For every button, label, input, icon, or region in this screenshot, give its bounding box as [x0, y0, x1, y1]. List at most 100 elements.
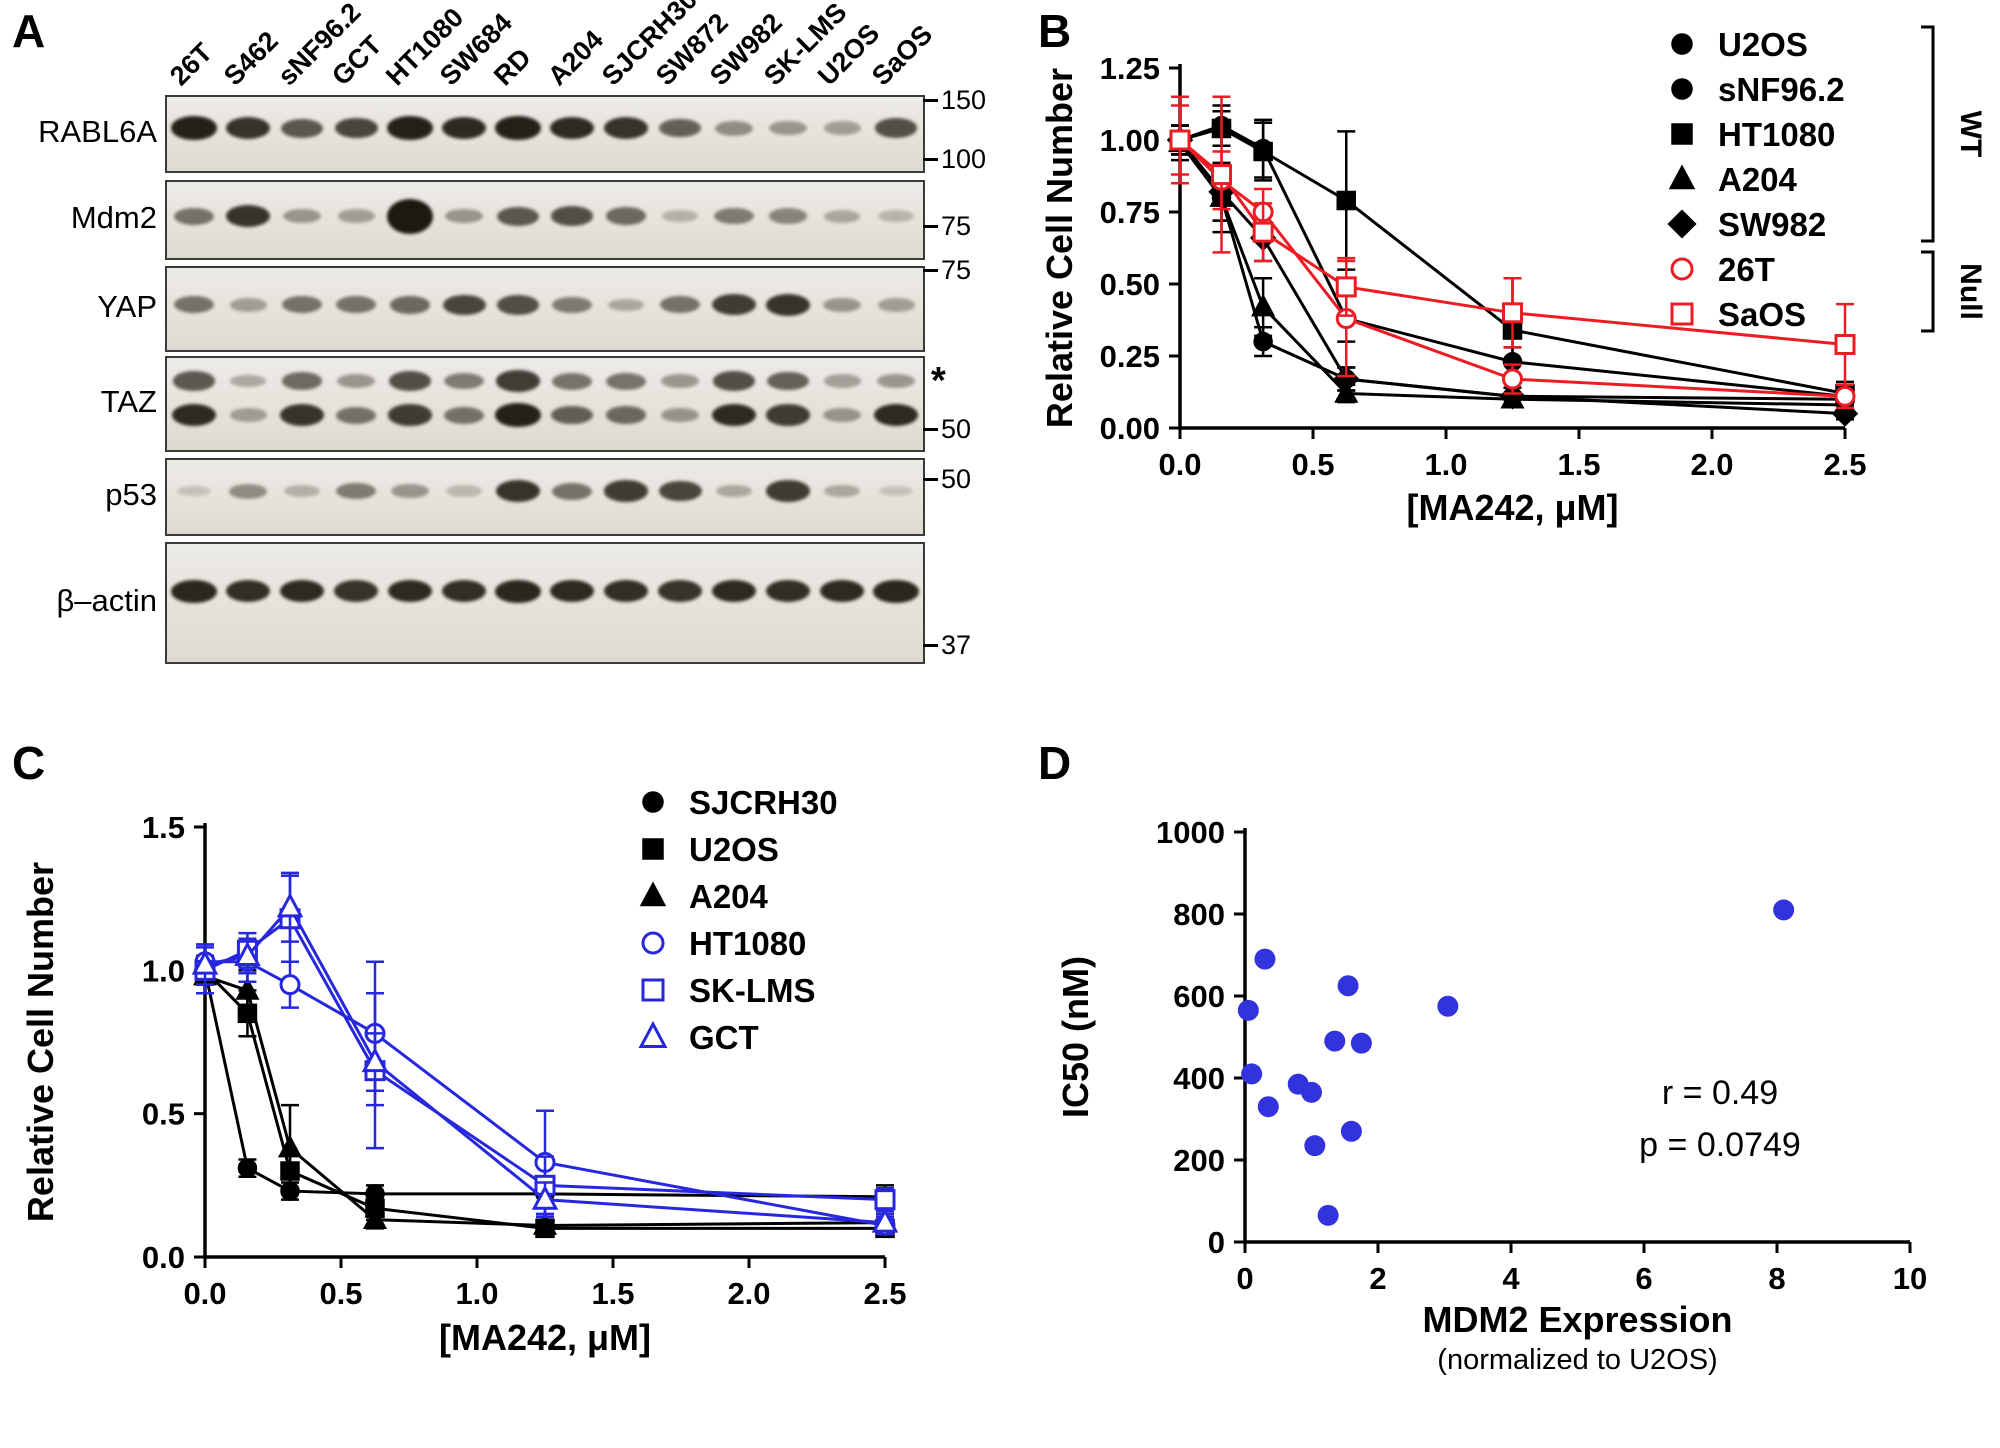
- stat-annotation: p = 0.0749: [1639, 1126, 1801, 1164]
- mw-value: 100: [941, 144, 987, 175]
- legend-label: A204: [689, 878, 769, 915]
- blot-band: [496, 370, 540, 392]
- blot-band: [605, 406, 647, 424]
- data-point: [1301, 1081, 1322, 1103]
- marker-triangle-filled: [1668, 164, 1696, 190]
- blot-band: [441, 580, 487, 603]
- blot-band: [606, 372, 646, 390]
- mw-value: 150: [941, 84, 987, 115]
- legend-label: U2OS: [689, 831, 779, 868]
- blot-band: [334, 117, 378, 139]
- blot-band: [173, 371, 215, 391]
- blot-band: [549, 116, 595, 140]
- y-tick-label: 1000: [1156, 815, 1225, 850]
- blot-band: [389, 296, 431, 314]
- marker-circle-open: [1834, 385, 1856, 407]
- blot-membrane: [165, 180, 925, 260]
- blot-membrane: [165, 458, 925, 536]
- mw-tick: [923, 98, 938, 102]
- x-tick-label: 6: [1635, 1261, 1652, 1296]
- data-point: [1257, 1096, 1279, 1118]
- blot-band: [823, 484, 861, 498]
- blot-protein-label: TAZ: [100, 384, 157, 419]
- data-point: [1437, 995, 1459, 1017]
- marker-square-filled: [1253, 141, 1273, 162]
- y-tick-label: 0.5: [142, 1097, 185, 1132]
- legend-group-bracket: [1921, 25, 1935, 243]
- blot-band: [874, 118, 918, 138]
- blot-band: [767, 371, 809, 391]
- blot-band: [388, 404, 432, 426]
- y-tick-label: 1.5: [142, 810, 185, 845]
- blot-band: [444, 406, 484, 424]
- marker-circle-filled: [642, 791, 664, 813]
- blot-band: [444, 372, 484, 390]
- panel-d-label: D: [1038, 737, 1072, 789]
- x-axis-sublabel: (normalized to U2OS): [1437, 1344, 1717, 1376]
- marker-circle-filled: [237, 1158, 258, 1178]
- blot-band: [551, 405, 593, 425]
- marker-triangle-open: [361, 1047, 389, 1073]
- marker-square-open: [1670, 302, 1694, 326]
- x-tick-label: 0.0: [183, 1276, 226, 1311]
- x-tick-label: 2.5: [863, 1276, 906, 1311]
- legend-label: SW982: [1718, 206, 1826, 243]
- blot-band: [174, 207, 214, 225]
- data-point: [1350, 1032, 1372, 1054]
- axes: 0.0 0.5 1.0 1.5 2.0 2.5 0.0 0.5 1.0 1.5: [142, 810, 907, 1311]
- marker-triangle-filled: [1251, 293, 1276, 317]
- marker-circle-open: [641, 931, 665, 955]
- blot-band: [281, 118, 323, 138]
- marker-circle-filled: [1671, 33, 1693, 55]
- blot-band: [552, 482, 592, 500]
- blot-band: [225, 580, 271, 603]
- x-tick-label: 0: [1236, 1261, 1253, 1296]
- marker-square-open: [1834, 333, 1856, 355]
- legend-group-label: Null: [1954, 263, 1987, 320]
- blot-band: [768, 208, 808, 224]
- blot-band: [495, 116, 541, 140]
- blot-band: [662, 210, 698, 223]
- marker-square-open: [641, 978, 665, 1002]
- blot-band: [823, 209, 861, 223]
- blot-band: [446, 485, 482, 497]
- axes: 0 2 4 6 8 10 0 200 400 600 800 1000: [1156, 815, 1927, 1296]
- marker-square-filled: [642, 838, 664, 860]
- series-GCT: [191, 871, 899, 1233]
- blot-band: [712, 294, 756, 316]
- marker-circle-filled: [1671, 78, 1693, 100]
- y-tick-label: 600: [1173, 979, 1225, 1014]
- blot-membrane: [165, 542, 925, 664]
- blot-band: [766, 404, 810, 426]
- lane-label: A204: [542, 24, 609, 92]
- stat-annotation: r = 0.49: [1662, 1074, 1778, 1112]
- mw-tick: [923, 643, 938, 647]
- data-point: [1237, 999, 1259, 1021]
- mw-tick: [923, 225, 938, 229]
- blot-band: [712, 371, 756, 391]
- marker-triangle-filled: [235, 977, 260, 1000]
- blot-band: [387, 198, 433, 234]
- blot-band: [495, 480, 541, 503]
- y-tick-label: 0.50: [1100, 267, 1160, 302]
- blot-protein-label: YAP: [97, 289, 157, 324]
- mw-marker: 75: [923, 256, 971, 284]
- marker-triangle-filled: [362, 1206, 388, 1230]
- marker-square-open: [1502, 302, 1523, 324]
- blot-protein-label: p53: [105, 477, 157, 512]
- blot-band: [877, 298, 915, 312]
- blot-band: [176, 485, 212, 497]
- data-point: [1254, 948, 1276, 970]
- blot-band: [497, 206, 539, 226]
- panel-c-chart: 0.0 0.5 1.0 1.5 2.0 2.5 0.0 0.5 1.0 1.5 [MA242, μM…: [20, 784, 907, 1358]
- blot-band: [823, 121, 861, 135]
- blot-band: [823, 297, 861, 312]
- marker-triangle-filled: [639, 881, 667, 907]
- legend-label: SJCRH30: [689, 784, 838, 821]
- y-axis-label: IC50 (nM): [1055, 956, 1096, 1118]
- western-blot-panel: 26T S462 sNF96.2 GCT HT1080 SW684 RD A204 SJCRH3…: [0, 0, 1010, 700]
- data-point: [1337, 975, 1359, 997]
- x-tick-label: 4: [1502, 1261, 1520, 1296]
- blot-band: [391, 483, 429, 499]
